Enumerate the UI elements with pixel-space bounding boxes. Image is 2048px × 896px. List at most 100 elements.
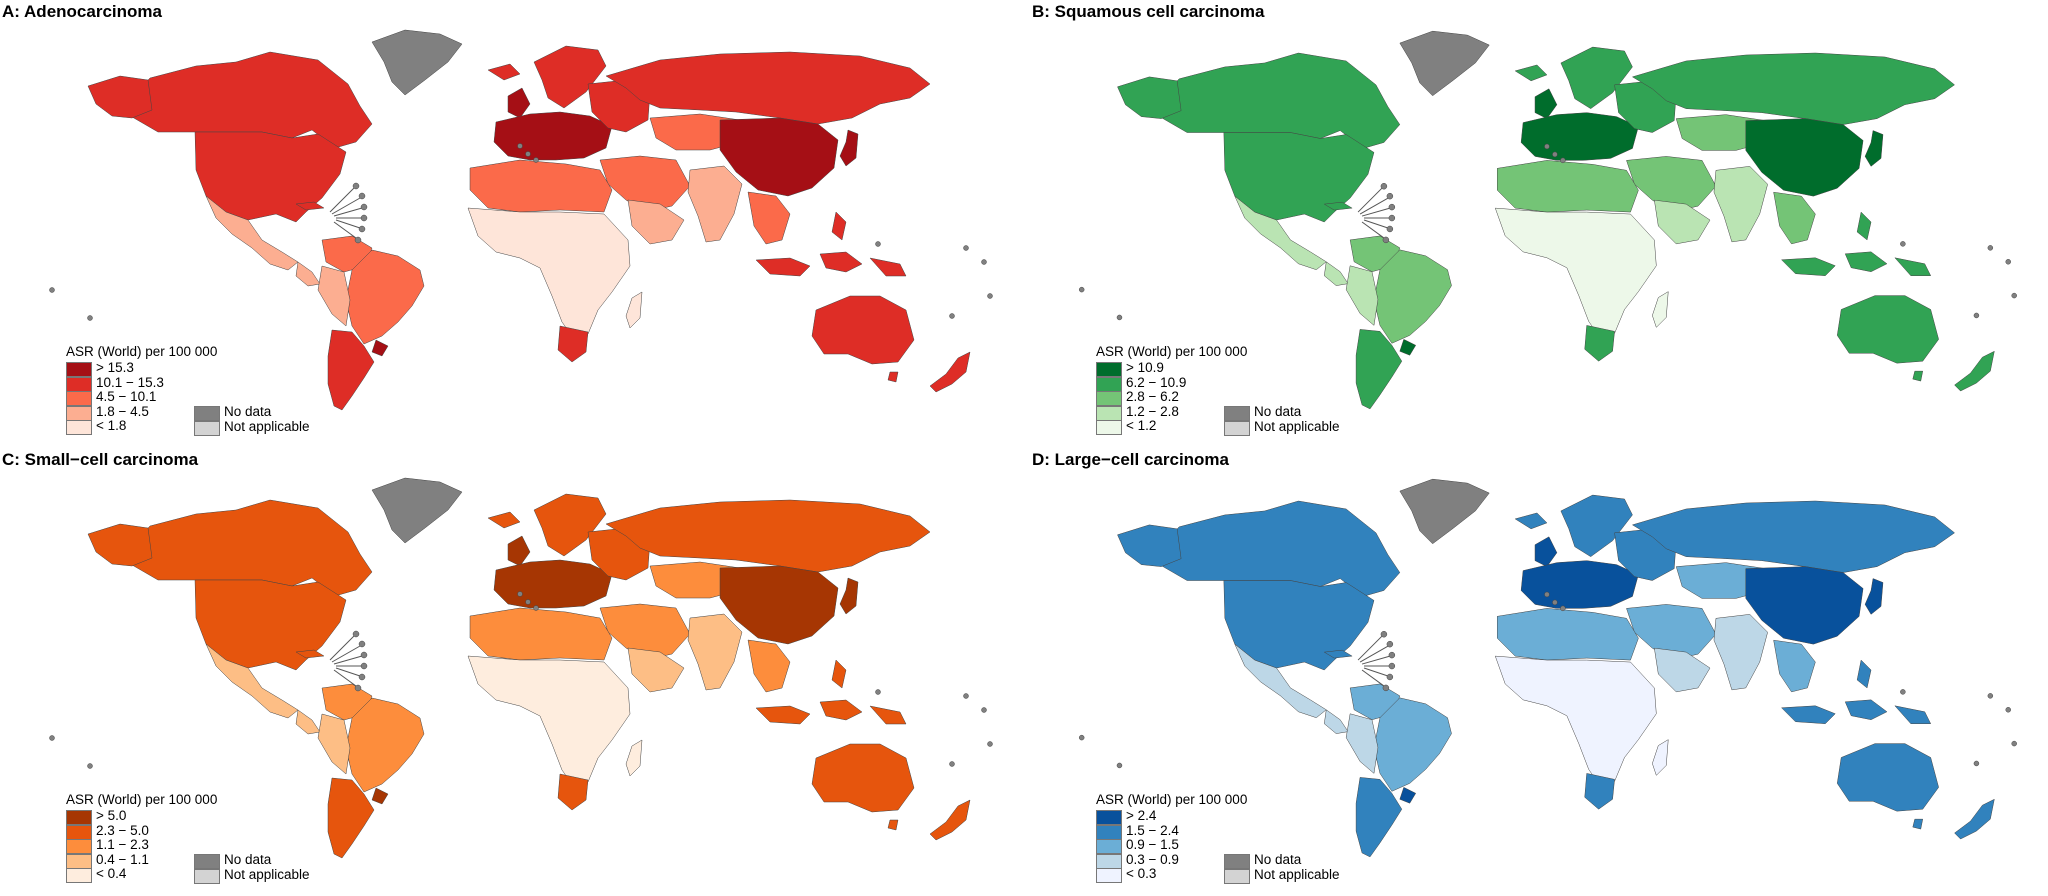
legend-label: > 15.3 <box>96 360 134 375</box>
region <box>295 649 325 659</box>
choropleth-map <box>49 29 993 411</box>
region <box>1631 500 1955 573</box>
country-shapes <box>49 29 993 411</box>
legend-label: 2.8 − 6.2 <box>1126 389 1179 404</box>
region <box>625 739 643 777</box>
legend-swatch <box>1224 406 1250 421</box>
region <box>1380 182 1396 244</box>
region <box>1494 207 1657 342</box>
region <box>1399 338 1417 356</box>
legend-swatch <box>66 405 92 421</box>
region <box>831 211 847 241</box>
region <box>627 647 685 693</box>
region <box>469 159 613 213</box>
region <box>605 51 931 125</box>
region <box>1117 76 1182 119</box>
region <box>205 643 299 719</box>
region <box>1534 88 1558 119</box>
region <box>687 165 743 243</box>
legend-label: 0.4 − 1.1 <box>96 851 149 867</box>
region <box>1864 578 1884 615</box>
region <box>493 559 613 609</box>
region <box>747 191 791 245</box>
region <box>1781 257 1836 276</box>
legend-swatch <box>1224 854 1250 869</box>
region <box>1116 314 1123 321</box>
legend-label: < 1.2 <box>1126 418 1157 433</box>
region <box>345 249 425 345</box>
region <box>1856 211 1872 241</box>
choropleth-map <box>1078 478 2017 858</box>
region <box>1078 734 1085 741</box>
legend-swatch <box>1224 868 1250 884</box>
region <box>1355 329 1403 410</box>
region <box>371 29 463 96</box>
region <box>557 773 589 811</box>
region <box>1654 647 1711 693</box>
region <box>1713 166 1768 243</box>
region <box>1584 773 1615 810</box>
region <box>1399 478 1490 545</box>
panel-a: A: Adenocarcinoma <box>0 0 1024 448</box>
legend-label: No data <box>224 404 272 419</box>
region <box>719 565 839 645</box>
region <box>1844 699 1888 720</box>
region <box>1117 524 1182 567</box>
legend-label: < 1.8 <box>96 418 127 433</box>
legend-swatch <box>194 406 220 421</box>
region <box>1864 130 1884 167</box>
legend-label: 4.5 − 10.1 <box>96 389 157 404</box>
region <box>507 535 531 567</box>
legend-swatch <box>1096 824 1122 840</box>
region <box>557 325 589 363</box>
region <box>487 63 521 81</box>
region <box>327 777 375 859</box>
region <box>49 735 55 741</box>
region <box>875 689 881 695</box>
region <box>352 182 368 244</box>
region <box>352 630 368 692</box>
region <box>811 295 915 365</box>
region <box>819 699 863 721</box>
legend-label: 1.2 − 2.8 <box>1126 403 1179 419</box>
legend-label: No data <box>1254 852 1302 867</box>
region <box>875 241 881 247</box>
region <box>1494 655 1657 790</box>
region <box>533 45 607 109</box>
region <box>1836 295 1939 364</box>
legend-swatch <box>66 853 92 869</box>
panel-title: B: Squamous cell carcinoma <box>1032 2 1265 21</box>
region <box>1844 251 1888 272</box>
legend-swatch <box>1096 420 1122 435</box>
region <box>1116 762 1123 769</box>
region <box>963 693 969 699</box>
region <box>487 511 521 529</box>
legend-swatch <box>194 854 220 869</box>
legend-label: No data <box>1254 404 1302 419</box>
region <box>627 199 685 245</box>
region <box>467 207 631 343</box>
region <box>1373 249 1452 344</box>
region <box>1544 143 1566 164</box>
region <box>981 259 987 265</box>
region <box>87 315 93 321</box>
legend-label: > 10.9 <box>1126 360 1164 375</box>
region <box>87 763 93 769</box>
region <box>981 707 987 713</box>
region <box>1323 709 1349 734</box>
region <box>1345 713 1379 774</box>
region <box>517 591 539 611</box>
legend-swatch <box>194 420 220 436</box>
region <box>295 709 321 735</box>
panel-title: A: Adenocarcinoma <box>2 2 162 21</box>
legend-swatch <box>1096 839 1122 854</box>
region <box>295 201 325 211</box>
region <box>887 819 899 831</box>
region <box>1713 614 1768 691</box>
region <box>625 291 643 329</box>
legend-title: ASR (World) per 100 000 <box>66 344 218 359</box>
legend-swatch <box>194 868 220 884</box>
region <box>493 111 613 161</box>
legend-title: ASR (World) per 100 000 <box>66 792 218 807</box>
legend-label: Not applicable <box>224 418 310 434</box>
